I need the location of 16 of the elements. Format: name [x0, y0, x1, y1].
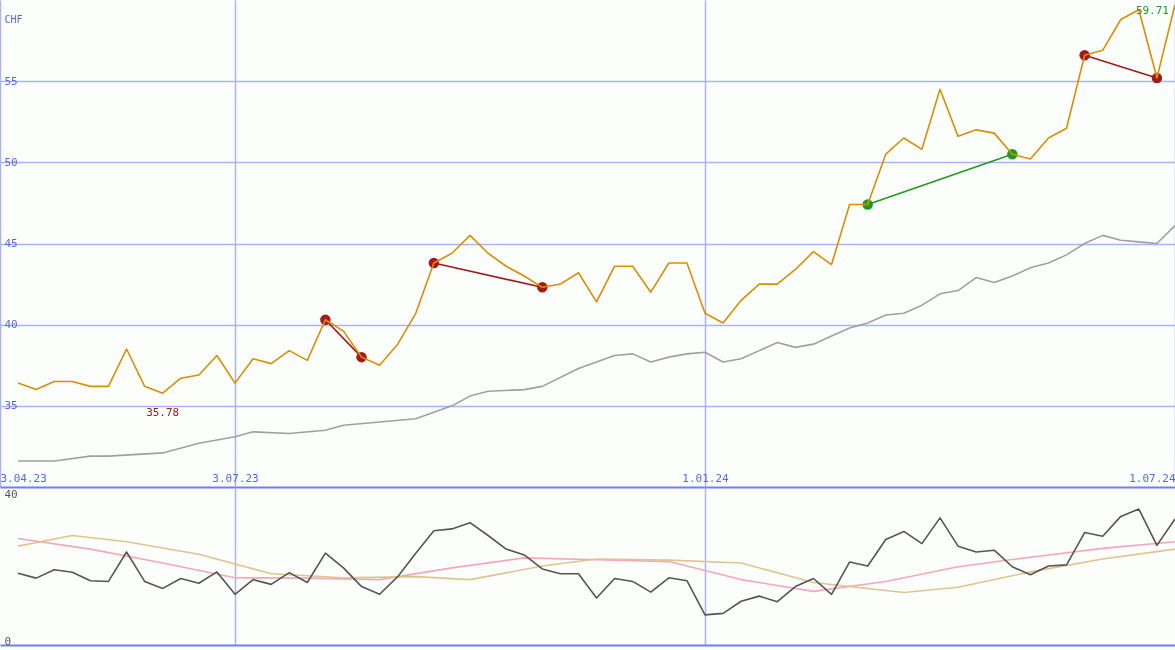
y-tick-label: 50: [4, 155, 18, 169]
annotation: 35.78: [146, 406, 180, 420]
annotation: 59.71: [1135, 3, 1169, 17]
x-tick-label: 1.01.24: [682, 471, 730, 485]
x-tick-label: 3.04.23: [0, 471, 47, 485]
line-series: [17, 508, 1175, 616]
x-tick-label: 3.07.23: [212, 471, 259, 485]
x-tick-label: 1.07.24: [1129, 471, 1175, 485]
y-tick-label: 35: [4, 399, 18, 413]
y-axis-title: CHF: [4, 13, 23, 25]
y-tick-label: 55: [4, 74, 18, 88]
line-series: [17, 224, 1175, 462]
y-tick-label: 40: [4, 318, 18, 332]
y-tick-label: 40: [4, 487, 18, 501]
y-tick-label: 0: [4, 634, 12, 648]
y-tick-label: 45: [4, 237, 18, 250]
